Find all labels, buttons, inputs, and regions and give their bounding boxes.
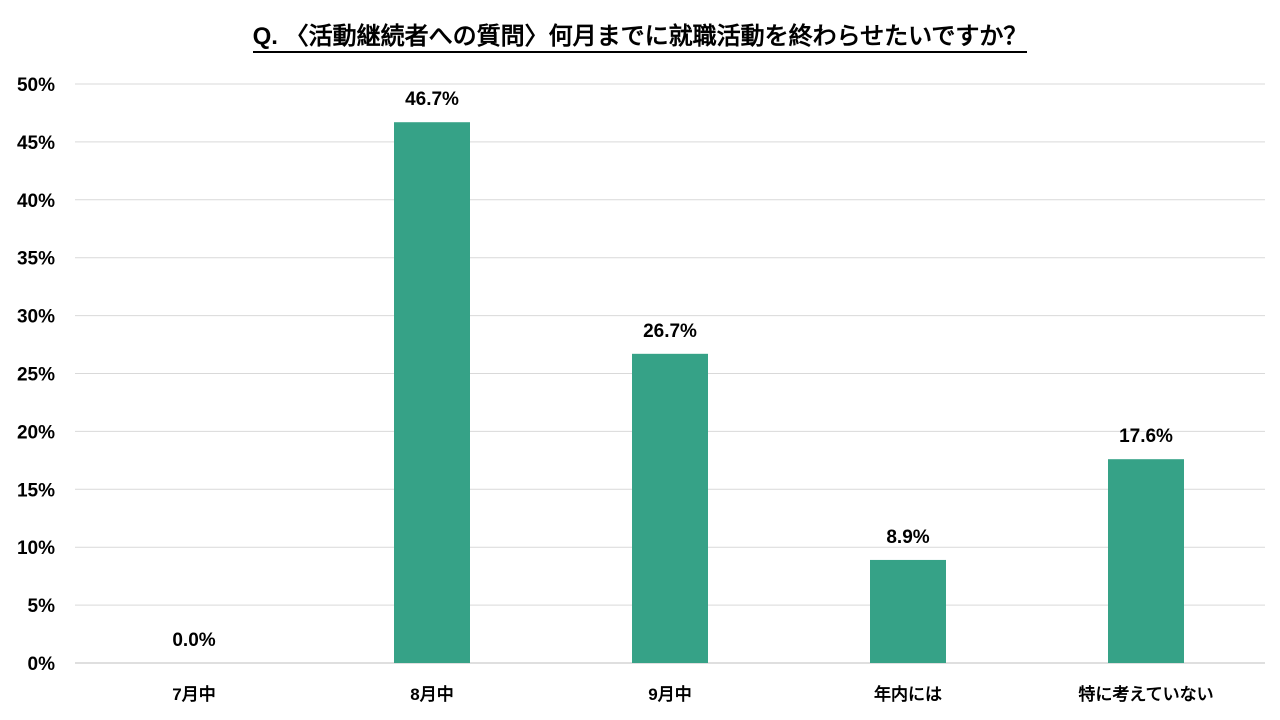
y-tick-label: 30%	[17, 307, 55, 328]
y-tick-label: 35%	[17, 249, 55, 270]
bar	[870, 559, 946, 663]
y-tick-label: 10%	[17, 538, 55, 559]
bar	[632, 353, 708, 663]
chart-title-text: Q. 〈活動継続者への質問〉何月までに就職活動を終わらせたいですか？	[252, 23, 1028, 53]
y-tick-label: 45%	[17, 133, 55, 154]
y-tick-label: 50%	[17, 75, 55, 96]
bar	[1108, 459, 1184, 663]
y-tick-label: 40%	[17, 191, 55, 212]
y-tick-label: 25%	[17, 365, 55, 386]
y-tick-label: 15%	[17, 480, 55, 501]
data-label: 26.7%	[643, 321, 697, 342]
x-category-label: 特に考えていない	[1078, 684, 1213, 704]
bar	[394, 122, 470, 664]
data-label: 8.9%	[886, 527, 929, 548]
y-tick-label: 5%	[28, 596, 56, 617]
y-tick-label: 20%	[17, 422, 55, 443]
x-category-label: 8月中	[410, 684, 453, 704]
data-label: 17.6%	[1119, 426, 1173, 447]
y-tick-label: 0%	[28, 654, 56, 675]
chart-title: Q. 〈活動継続者への質問〉何月までに就職活動を終わらせたいですか？	[0, 20, 1280, 54]
data-label: 46.7%	[405, 89, 459, 110]
x-category-label: 7月中	[172, 684, 215, 704]
x-category-label: 9月中	[648, 684, 691, 704]
x-category-label: 年内には	[874, 684, 942, 704]
data-label: 0.0%	[172, 630, 215, 651]
